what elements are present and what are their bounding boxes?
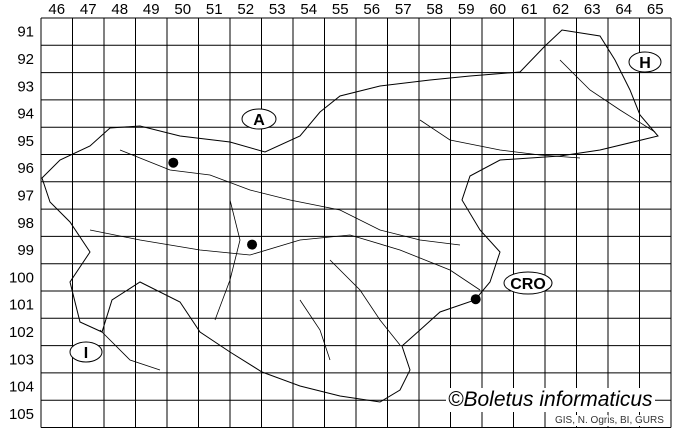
record-point [168, 157, 179, 168]
column-labels: 46 47 48 49 50 51 52 53 54 55 56 57 58 59 60 61 62 63 64 65 [48, 1, 663, 18]
row-label: 101 [9, 297, 34, 314]
row-label: 95 [17, 133, 34, 150]
row-label: 105 [9, 406, 34, 423]
column-label: 49 [143, 1, 160, 18]
country-label-hungary: H [628, 51, 662, 73]
record-point [247, 239, 258, 250]
row-labels: 91 92 93 94 95 96 97 98 99 100 101 102 103 104 105 [9, 24, 34, 423]
column-label: 50 [174, 1, 191, 18]
country-border [41, 29, 659, 403]
column-label: 53 [269, 1, 286, 18]
row-label: 91 [17, 24, 34, 41]
svg-text:I: I [84, 345, 88, 362]
row-label: 96 [17, 160, 34, 177]
column-label: 64 [615, 1, 632, 18]
column-label: 57 [395, 1, 412, 18]
column-label: 56 [363, 1, 380, 18]
column-label: 59 [458, 1, 475, 18]
column-label: 47 [80, 1, 97, 18]
row-label: 102 [9, 324, 34, 341]
column-label: 51 [206, 1, 223, 18]
grid [40, 17, 672, 428]
row-label: 92 [17, 51, 34, 68]
row-label: 103 [9, 351, 34, 368]
record-points [168, 157, 481, 305]
row-label: 93 [17, 78, 34, 95]
credit-text: GIS, N. Ogris, BI, GURS [554, 415, 665, 426]
column-label: 65 [647, 1, 664, 18]
svg-text:H: H [639, 55, 651, 72]
copyright-text: ©Boletus informaticus [446, 388, 655, 412]
row-label: 99 [17, 242, 34, 259]
svg-text:A: A [253, 112, 265, 129]
column-label: 62 [552, 1, 569, 18]
svg-text:CRO: CRO [510, 276, 546, 293]
row-label: 100 [9, 269, 34, 286]
column-label: 60 [489, 1, 506, 18]
column-label: 61 [521, 1, 538, 18]
country-label-italy: I [69, 341, 103, 363]
column-label: 55 [332, 1, 349, 18]
column-label: 54 [300, 1, 317, 18]
column-label: 46 [48, 1, 65, 18]
row-label: 98 [17, 215, 34, 232]
record-point [470, 294, 481, 305]
country-label-croatia: CRO [503, 271, 553, 295]
country-label-austria: A [241, 108, 277, 130]
row-label: 94 [17, 106, 34, 123]
column-label: 52 [237, 1, 254, 18]
column-label: 58 [426, 1, 443, 18]
rivers [89, 59, 656, 371]
row-label: 104 [9, 379, 34, 396]
row-label: 97 [17, 187, 34, 204]
column-label: 63 [584, 1, 601, 18]
column-label: 48 [111, 1, 128, 18]
